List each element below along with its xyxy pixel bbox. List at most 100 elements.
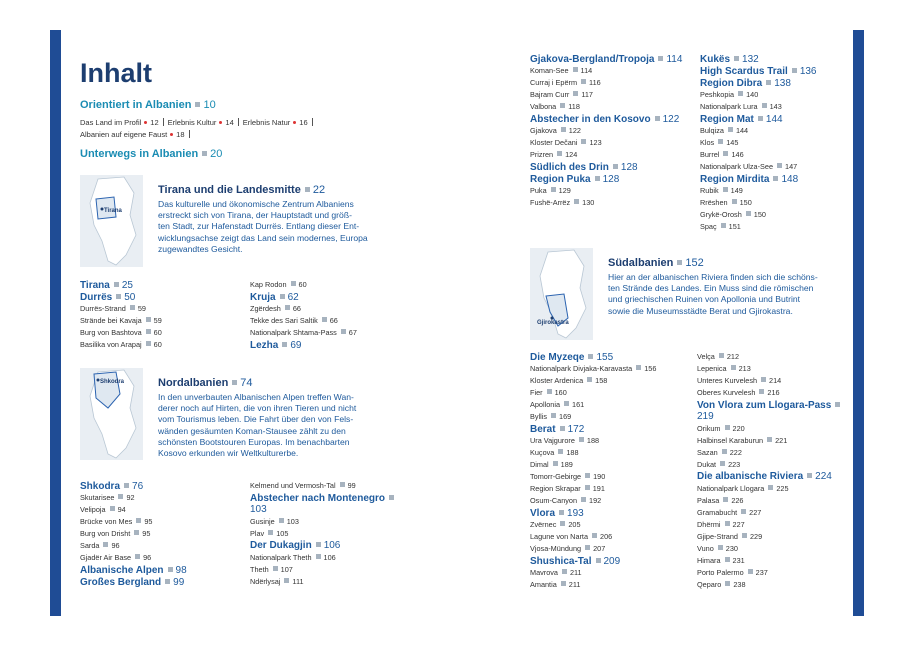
page-number: 220 [732, 423, 745, 433]
page-number: 124 [565, 150, 578, 159]
bullet [791, 67, 797, 73]
toc-item: Fier 160 [530, 387, 690, 399]
bullet [578, 437, 584, 442]
entry-label: Spaç [700, 222, 717, 231]
toc-heading: Abstecher in den Kosovo 122 [530, 113, 690, 125]
toc-item: Osum-Canyon 192 [530, 495, 690, 507]
entry-label: Vjosa-Mündung [530, 544, 582, 553]
entry-label: Erlebnis Kultur [167, 118, 217, 127]
page-number: 231 [732, 555, 745, 565]
page-number: 188 [566, 448, 579, 457]
page-number: 106 [323, 540, 341, 551]
toc-item: Koman-See 114 [530, 65, 690, 77]
entry-label: Region Puka [530, 173, 591, 185]
page-number: 152 [685, 257, 704, 269]
toc-heading: Region Puka 128 [530, 173, 690, 185]
entry-label: Nationalpark Shtama-Pass [250, 328, 337, 337]
bullet [727, 127, 733, 132]
page-number: 117 [581, 90, 593, 99]
toc-item: Gusinje 103 [250, 516, 410, 528]
bullet [717, 544, 723, 550]
page-number: 206 [600, 532, 613, 541]
page-number: 67 [348, 328, 357, 337]
toc-heading: Kruja 62 [250, 291, 410, 303]
bullet [116, 293, 122, 299]
toc-item: Region Skrapar 191 [530, 483, 690, 495]
page-number: 60 [298, 280, 307, 289]
entry-label: Apollonia [530, 400, 561, 409]
toc-heading: Kukës 132 [700, 53, 860, 65]
toc-heading: Region Mirdita 148 [700, 173, 860, 185]
toc-item: Byllis 169 [530, 411, 690, 423]
bullet [165, 578, 171, 584]
entry-label: Rrëshen [700, 198, 728, 207]
entry-label: Klos [700, 138, 715, 147]
entry-label: Nationalpark Ulza-See [700, 162, 774, 171]
toc-item: Kuçova 188 [530, 447, 690, 459]
toc-item: Nationalpark Ulza-See 147 [700, 161, 860, 173]
bullet [720, 223, 726, 228]
bullet [741, 508, 747, 514]
page-number: 103 [250, 504, 267, 515]
entry-label: Zvërnec [530, 520, 557, 529]
toc-heading: Region Mat 144 [700, 113, 860, 125]
toc-item: Dhërmi 227 [697, 519, 857, 531]
bullet [232, 380, 238, 385]
bullet [340, 329, 346, 334]
entry-label: Fier [530, 388, 543, 397]
page-number: 66 [292, 304, 301, 313]
toc-column: Velça 212 Lepenica 213 Unteres Kurvelesh 214 O… [697, 351, 857, 591]
entry-label: Gjakova [530, 126, 557, 135]
map-label: Gjirokastra [537, 320, 569, 326]
toc-item: Burg von Bashtova 60 [80, 327, 240, 339]
toc-item: Ndërlysaj 111 [250, 576, 410, 588]
bullet [588, 353, 594, 359]
toc-column: Gjakova-Bergland/Tropoja 114 Koman-See 114 C… [530, 53, 690, 209]
entry-label: Amantia [530, 580, 557, 589]
toc-item: Puka 129 [530, 185, 690, 197]
page-number: 148 [781, 173, 799, 185]
region-map: Shkodra [80, 368, 143, 460]
page-number: 188 [586, 436, 600, 445]
entry-label: Lagune von Narta [530, 532, 589, 541]
region-description: In den unverbauten Albanischen Alpen tre… [158, 392, 356, 459]
page-number: 190 [593, 472, 606, 481]
toc-item: Skutarisee 92 [80, 492, 240, 504]
page-number: 230 [725, 543, 738, 553]
text-line: Kosovo erkunden wir Weltkulturerbe. [158, 448, 299, 459]
page-number: 158 [595, 376, 608, 385]
toc-item: Rrëshen 150 [700, 197, 860, 209]
region-title: Nordalbanien 74 [158, 377, 253, 389]
bullet [581, 79, 587, 84]
bullet [658, 55, 664, 61]
page-number: 106 [323, 552, 336, 562]
page-number: 212 [726, 352, 740, 361]
toc-item: Gjakova 122 [530, 125, 690, 137]
bullet [724, 556, 730, 562]
page-number: 214 [769, 376, 782, 385]
toc-item: Tekke des Sari Saltik 66 [250, 315, 410, 327]
page-number: 191 [592, 484, 605, 493]
entry-label: Brücke von Mes [80, 517, 133, 526]
page-number: 229 [749, 531, 763, 541]
entry-label: Orientiert in Albanien [80, 99, 192, 111]
page-number: 98 [175, 564, 187, 576]
text-line: und griechischen Ruinen von Apollonia un… [608, 294, 801, 305]
page-number: 221 [775, 435, 788, 445]
bullet [129, 305, 135, 310]
bullet [595, 557, 601, 563]
region-map: Gjirokastra [530, 248, 593, 340]
page-number: 155 [596, 351, 614, 363]
page-number: 156 [644, 364, 657, 373]
toc-heading: Gjakova-Bergland/Tropoja 114 [530, 53, 690, 65]
bullet [282, 341, 288, 347]
toc-item: Nationalpark Divjaka-Karavasta 156 [530, 363, 690, 375]
toc-heading: Südlich des Drin 128 [530, 161, 690, 173]
entry-label: Region Mat [700, 113, 754, 125]
toc-item: Strände bei Kavaja 59 [80, 315, 240, 327]
entry-label: Abstecher nach Montenegro [250, 492, 386, 504]
page-number: 95 [144, 517, 153, 526]
page-number: 189 [560, 460, 573, 469]
page-number: 59 [153, 316, 162, 325]
bullet [560, 103, 566, 108]
